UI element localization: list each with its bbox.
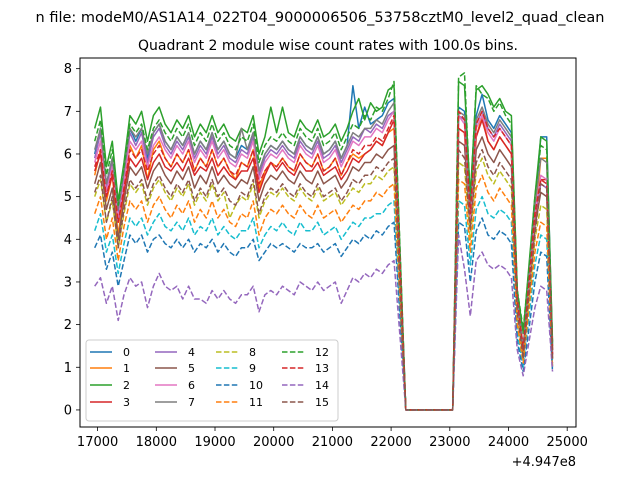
series-line-2 [93,80,554,411]
series-line-9 [93,195,554,411]
x-axis: 17000 18000 19000 20000 21000 22000 23000 24000… [77,427,588,450]
legend-label-6: 6 [188,379,195,392]
series-line-3 [93,119,554,411]
legend-label-11: 11 [249,396,263,409]
series-line-10 [94,217,554,411]
legend-label-1: 1 [123,362,130,375]
legend-label-15: 15 [315,396,329,409]
series-line-5 [93,136,554,411]
legend-box [85,339,339,422]
y-tick-label: 3 [64,275,72,290]
x-tick-label: 20000 [253,435,294,450]
x-offset-label: +4.947e8 [512,455,576,470]
legend-label-14: 14 [315,379,329,392]
y-tick-label: 5 [64,190,72,205]
axes-frame [79,57,577,428]
legend-label-3: 3 [123,396,130,409]
y-tick-label: 4 [64,233,72,248]
x-tick-label: 25000 [547,435,588,450]
legend-label-5: 5 [188,362,195,375]
series-line-15 [93,148,554,411]
x-tick-label: 18000 [136,435,177,450]
legend-label-7: 7 [188,396,195,409]
series-line-12 [93,72,554,411]
y-tick-label: 1 [64,361,72,376]
series-line-14 [94,234,554,411]
x-tick-label: 17000 [77,435,118,450]
x-tick-label: 22000 [370,435,411,450]
legend-label-2: 2 [123,379,130,392]
series-line-11 [93,174,554,411]
x-tick-label: 23000 [429,435,470,450]
series-line-6 [93,110,554,411]
legend-label-8: 8 [249,346,256,359]
series-line-7 [93,102,554,411]
legend-label-12: 12 [315,346,329,359]
x-tick-label: 24000 [488,435,529,450]
legend-label-4: 4 [188,346,195,359]
legend-label-13: 13 [315,362,329,375]
legend-label-10: 10 [249,379,263,392]
y-tick-label: 7 [64,105,72,120]
legend-label-0: 0 [123,346,130,359]
series-line-13 [93,110,554,411]
y-tick-label: 0 [64,403,72,418]
x-tick-label: 19000 [194,435,235,450]
y-axis: 0 1 2 3 4 5 6 7 8 [64,62,80,418]
y-tick-label: 6 [64,147,72,162]
series-layer [93,72,554,411]
chart-title: Quadrant 2 module wise count rates with … [138,38,518,54]
series-line-8 [93,157,554,411]
y-tick-label: 8 [64,62,72,77]
legend-label-9: 9 [249,362,256,375]
y-tick-label: 2 [64,318,72,333]
figure-suptitle: n file: modeM0/AS1A14_022T04_9000006506_… [36,10,605,26]
x-tick-label: 21000 [312,435,353,450]
